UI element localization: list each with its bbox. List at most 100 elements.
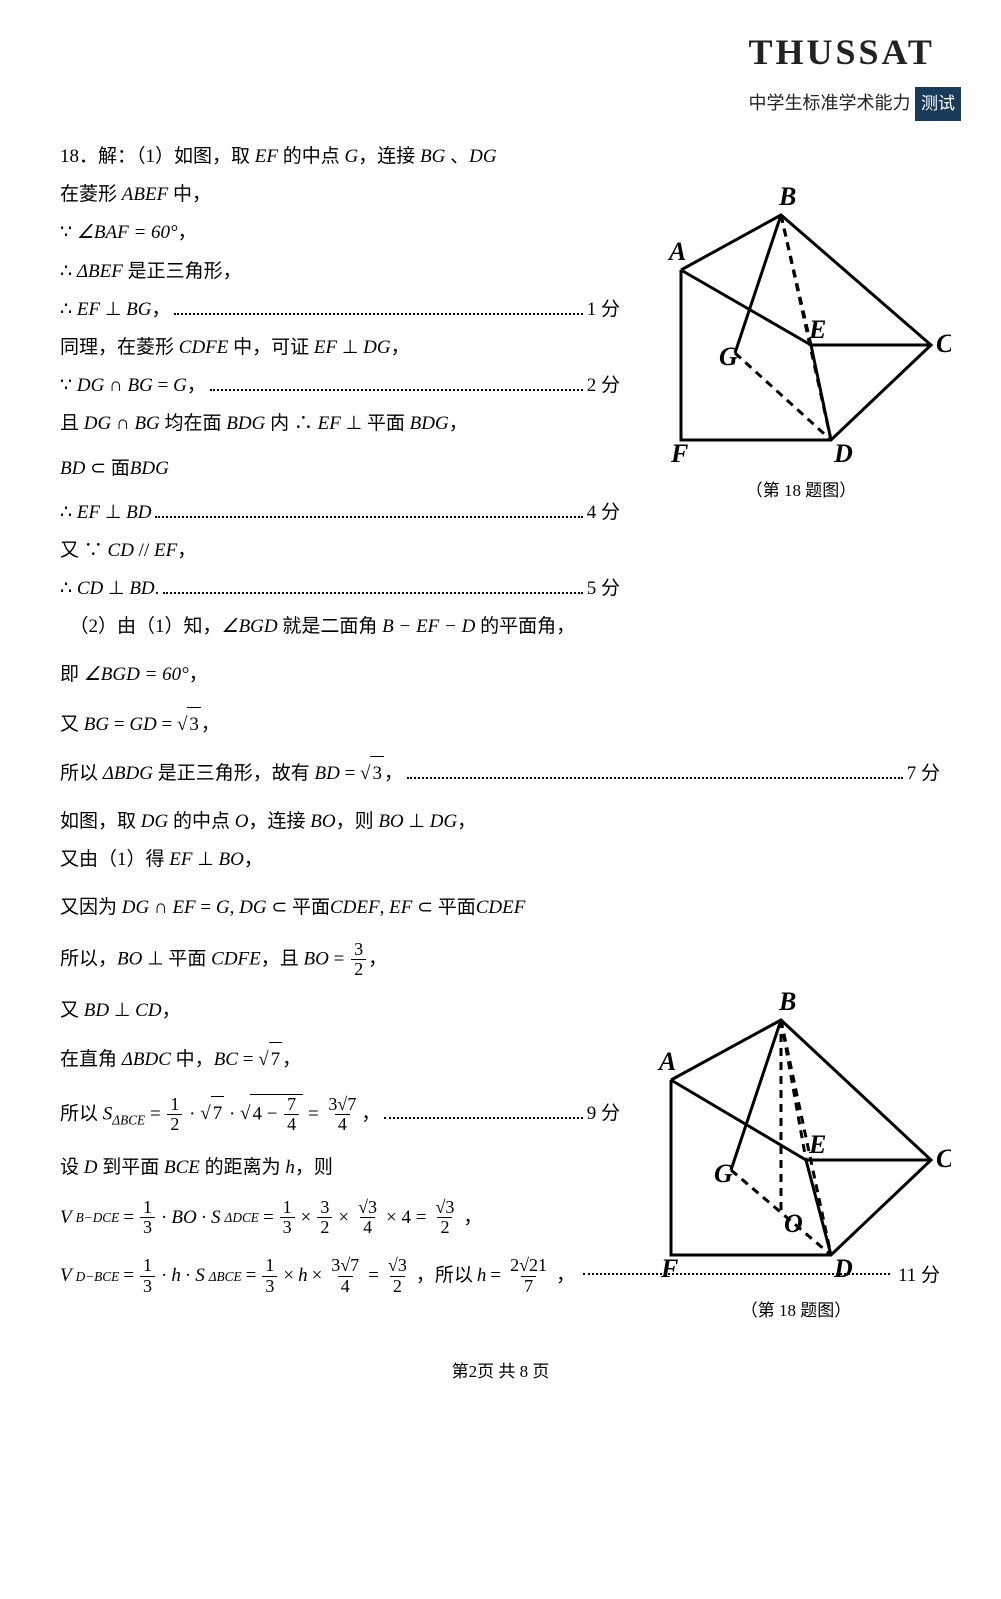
- l22-bdc: ΔBDC: [122, 1049, 171, 1070]
- v2-f3n: 3√7: [328, 1256, 362, 1276]
- line-16: 所以 ΔBDG 是正三角形，故有 BD = 3， 7 分: [60, 756, 940, 791]
- l7-score: 2 分: [587, 369, 620, 403]
- v1-x3: × 4 =: [386, 1201, 426, 1235]
- l24-bce: BCE: [164, 1157, 200, 1178]
- l20-mid: ，且: [261, 948, 304, 969]
- l16-sqrt3: 3: [370, 756, 384, 791]
- l13-mid: 就是二面角: [278, 616, 383, 637]
- fig2-label-e: E: [808, 1130, 826, 1159]
- v2-h: h: [171, 1259, 181, 1293]
- fig2-label-o: O: [784, 1209, 803, 1238]
- v1-s: S: [211, 1201, 221, 1235]
- l19-g: G: [216, 897, 230, 918]
- line-9: BD ⊂ 面BDG: [60, 452, 620, 486]
- l17-perp: ⊥: [404, 811, 430, 832]
- l7-dg: DG: [77, 375, 104, 396]
- l14-bgd: ∠BGD = 60°: [84, 664, 189, 685]
- logo-subtitle: 中学生标准学术能力 测试: [749, 87, 962, 122]
- l20-perp: ⊥ 平面: [142, 948, 211, 969]
- line-18: 又由（1）得 EF ⊥ BO，: [60, 843, 620, 877]
- v2-f5d: 7: [521, 1276, 536, 1297]
- l24-mid2: 的距离为: [200, 1157, 286, 1178]
- l15-eq: =: [109, 714, 129, 735]
- l14-comma: ，: [189, 664, 208, 685]
- l7-g: G: [173, 375, 187, 396]
- v1-x: ×: [301, 1201, 312, 1235]
- l11-ef: EF: [154, 540, 177, 561]
- line-22: 在直角 ΔBDC 中，BC = 7，: [60, 1042, 620, 1077]
- l22-bc: BC: [214, 1049, 238, 1070]
- l23-res-n: 3√7: [325, 1095, 359, 1115]
- l5-pre: ∴: [60, 299, 77, 320]
- l15-pre: 又: [60, 714, 84, 735]
- figure-1: A B C D E F G （第 18 题图）: [651, 180, 951, 507]
- l17-pre: 如图，取: [60, 811, 141, 832]
- figure-1-caption: （第 18 题图）: [651, 476, 951, 507]
- v1-f4d: 4: [360, 1217, 375, 1238]
- fig1-label-f: F: [670, 439, 688, 468]
- fig2-label-c: C: [936, 1144, 951, 1173]
- v1-f5n: √3: [432, 1198, 457, 1218]
- l20-frac-n: 3: [351, 940, 366, 960]
- l5-ef: EF: [77, 299, 100, 320]
- l23-dot2: ·: [224, 1103, 240, 1124]
- line-3: ∵ ∠BAF = 60°，: [60, 216, 620, 250]
- l9-bdg: BDG: [130, 458, 169, 479]
- l23-eq: =: [145, 1103, 165, 1124]
- l12-bd: BD: [129, 578, 154, 599]
- l18-pre: 又由（1）得: [60, 849, 169, 870]
- fig1-label-b: B: [778, 182, 796, 211]
- l19-c2: ,: [380, 897, 390, 918]
- l8-mid: 均在面: [160, 413, 227, 434]
- l17-dg2: DG: [430, 811, 457, 832]
- l20-eq: =: [329, 948, 349, 969]
- line-11: 又 ∵ CD // EF，: [60, 534, 620, 568]
- l11-comma: ，: [177, 540, 196, 561]
- l1-ef: EF: [255, 146, 278, 167]
- l19-c1: ,: [230, 897, 240, 918]
- v1-x2: ×: [338, 1201, 349, 1235]
- header-logo: THUSSAT 中学生标准学术能力 测试: [749, 20, 962, 121]
- l6-ef: EF: [314, 337, 337, 358]
- l16-bdg: ΔBDG: [103, 763, 153, 784]
- l23-inner-fn: 7: [284, 1095, 299, 1115]
- v2-f3d: 4: [338, 1276, 353, 1297]
- l20-bo2: BO: [304, 948, 329, 969]
- line-24: 设 D 到平面 BCE 的距离为 h，则: [60, 1151, 620, 1185]
- l18-comma: ，: [244, 849, 263, 870]
- line-4: ∴ ΔBEF 是正三角形，: [60, 255, 620, 289]
- v1-dot: ·: [161, 1201, 167, 1235]
- l12-cd: CD: [77, 578, 103, 599]
- l2-pre: 在菱形: [60, 184, 122, 205]
- v2-h2: h: [298, 1259, 308, 1293]
- line-8: 且 DG ∩ BG 均在面 BDG 内 ∴ EF ⊥ 平面 BDG，: [60, 407, 620, 441]
- v1-f4n: √3: [355, 1198, 380, 1218]
- fig2-label-f: F: [660, 1254, 678, 1283]
- l10-perp: ⊥: [100, 502, 126, 523]
- l6-mid: 中，可证: [228, 337, 314, 358]
- l8-dg: DG: [84, 413, 111, 434]
- l9-sub: ⊂ 面: [85, 458, 129, 479]
- v1-label: V: [60, 1201, 72, 1235]
- v2-h3: h: [477, 1259, 487, 1293]
- v2-f4d: 2: [390, 1276, 405, 1297]
- l23-inner-fd: 4: [284, 1114, 299, 1135]
- l15-gd: GD: [129, 714, 156, 735]
- l1-mid2: ，连接: [358, 146, 420, 167]
- l17-mid2: ，连接: [248, 811, 310, 832]
- l10-score: 4 分: [587, 496, 620, 530]
- line-20: 所以，BO ⊥ 平面 CDFE，且 BO = 32，: [60, 940, 620, 981]
- l7-eq: =: [153, 375, 173, 396]
- v2-x2: ×: [312, 1259, 323, 1293]
- fig1-label-e: E: [808, 315, 826, 344]
- l19-cdef2: CDEF: [476, 897, 526, 918]
- l13-befd: B − EF − D: [382, 616, 475, 637]
- line-1: 18．解：（1）如图，取 EF 的中点 G，连接 BG 、DG: [60, 140, 620, 174]
- l16-pre: 所以: [60, 763, 103, 784]
- v2-ssub: ΔBCE: [209, 1265, 242, 1289]
- v2-x: ×: [283, 1259, 294, 1293]
- line-12: ∴ CD ⊥ BD. 5 分: [60, 572, 620, 606]
- figure-1-svg: A B C D E F G: [651, 180, 951, 470]
- l23-eq2: =: [303, 1103, 323, 1124]
- l23-res-d: 4: [335, 1114, 350, 1135]
